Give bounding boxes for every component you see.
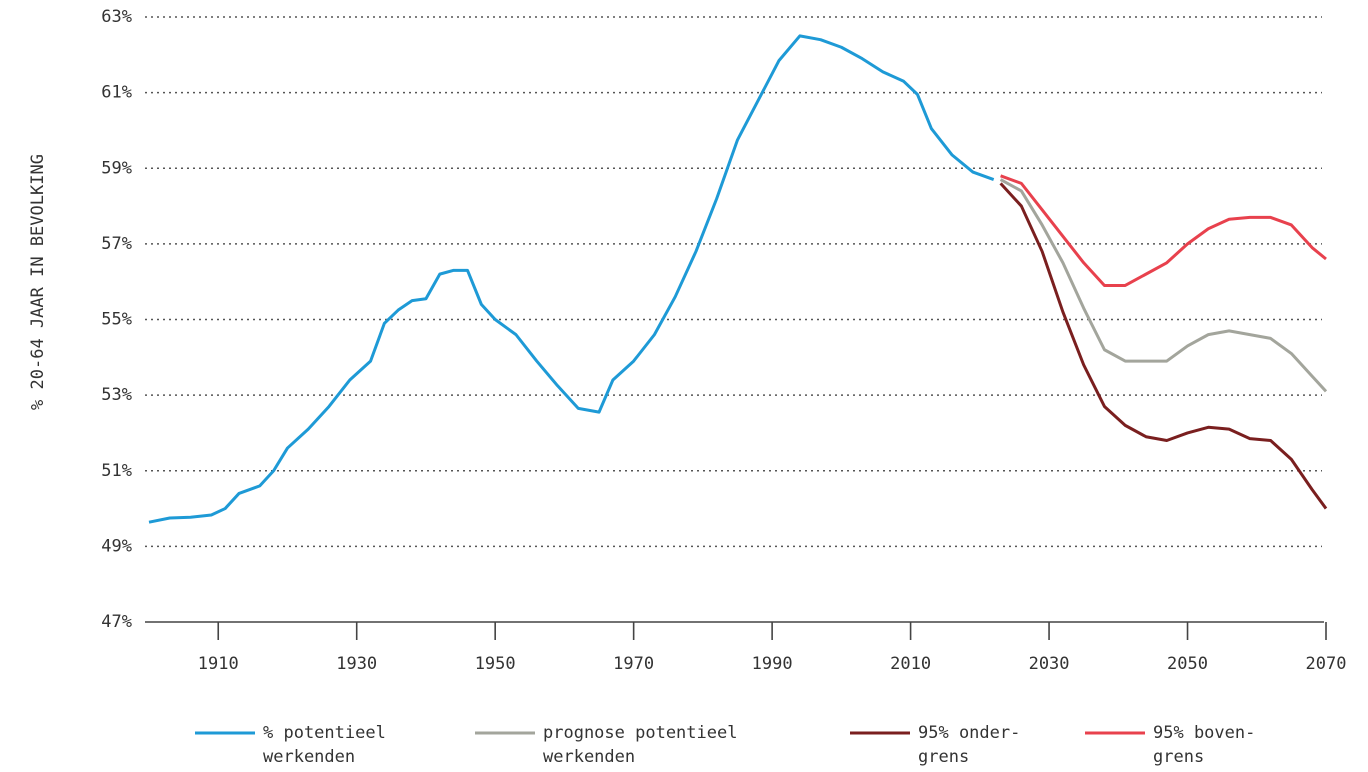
x-tick-label: 2050 — [1167, 654, 1208, 674]
y-tick-label: 49% — [101, 536, 132, 556]
x-tick-label: 2010 — [890, 654, 931, 674]
x-tick-label: 1970 — [613, 654, 654, 674]
legend-label: 95% boven-grens — [1153, 723, 1255, 767]
series-line — [1000, 174, 1327, 287]
series-line — [999, 178, 1328, 393]
y-axis-label: % 20-64 JAAR IN BEVOLKING — [28, 154, 48, 410]
legend-label: 95% onder-grens — [918, 723, 1020, 767]
x-tick-label: 2030 — [1029, 654, 1070, 674]
series-line — [999, 182, 1328, 510]
legend-label: prognose potentieel werkenden — [543, 723, 737, 767]
y-tick-label: 47% — [101, 612, 132, 632]
y-tick-label: 57% — [101, 234, 132, 254]
y-tick-label: 51% — [101, 461, 132, 481]
series-line — [148, 34, 995, 524]
y-tick-label: 55% — [101, 310, 132, 330]
x-tick-label: 1930 — [336, 654, 377, 674]
x-tick-label: 1950 — [475, 654, 516, 674]
legend-label: % potentieel werkenden — [263, 723, 386, 767]
x-tick-label: 2070 — [1306, 654, 1347, 674]
y-tick-label: 61% — [101, 83, 132, 103]
y-tick-label: 59% — [101, 158, 132, 178]
x-tick-label: 1910 — [198, 654, 239, 674]
y-tick-label: 53% — [101, 385, 132, 405]
x-tick-label: 1990 — [752, 654, 793, 674]
y-tick-label: 63% — [101, 7, 132, 27]
